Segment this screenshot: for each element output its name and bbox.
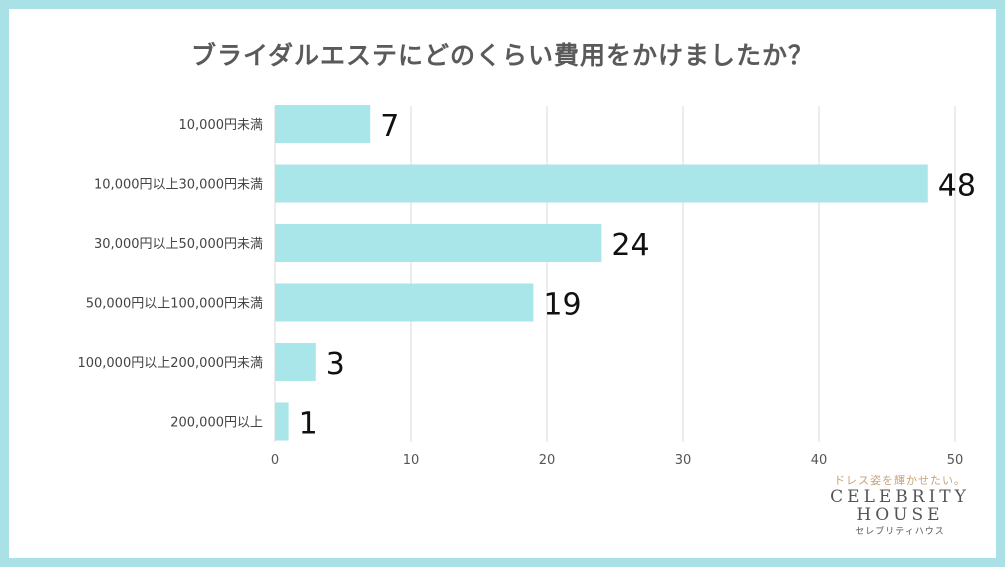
value-label: 24 [611,228,649,263]
bar [275,105,371,143]
value-label: 48 [938,169,976,204]
grid-lines [274,106,956,442]
logo-brand-line2: HOUSE [856,505,944,525]
value-label: 7 [380,109,399,144]
category-label: 200,000円以上 [170,416,263,431]
x-tick-label: 0 [271,453,279,468]
x-tick-label: 20 [539,453,556,468]
category-label: 10,000円未満 [179,118,264,133]
bar [275,224,602,262]
x-tick-label: 40 [811,453,828,468]
brand-logo: ドレス姿を輝かせたい。 CELEBRITY HOUSE セレブリティハウス [820,472,980,537]
logo-brand-line1: CELEBRITY [830,487,970,507]
x-tick-labels: 0 10 20 30 40 50 [271,453,963,468]
chart-title: ブライダルエステにどのくらい費用をかけましたか？ [190,41,814,70]
x-tick-label: 50 [947,453,964,468]
category-label: 10,000円以上30,000円未満 [94,178,263,193]
category-label: 50,000円以上100,000円未満 [86,297,263,312]
value-label: 19 [543,288,581,323]
x-tick-label: 30 [675,453,692,468]
bar [275,402,289,441]
value-label: 1 [299,407,318,442]
category-labels: 10,000円未満 10,000円以上30,000円未満 30,000円以上50,0… [77,118,263,431]
x-tick-label: 10 [403,453,420,468]
bars [275,105,928,441]
bar [275,164,928,203]
category-label: 30,000円以上50,000円未満 [94,237,263,252]
category-label: 100,000円以上200,000円未満 [77,356,263,371]
value-label: 3 [326,347,345,382]
bar [275,283,534,322]
value-labels: 7 48 24 19 31 [299,109,976,442]
logo-tagline: ドレス姿を輝かせたい。 [834,474,966,487]
bar [275,343,316,381]
logo-brand-kana: セレブリティハウス [855,527,945,537]
